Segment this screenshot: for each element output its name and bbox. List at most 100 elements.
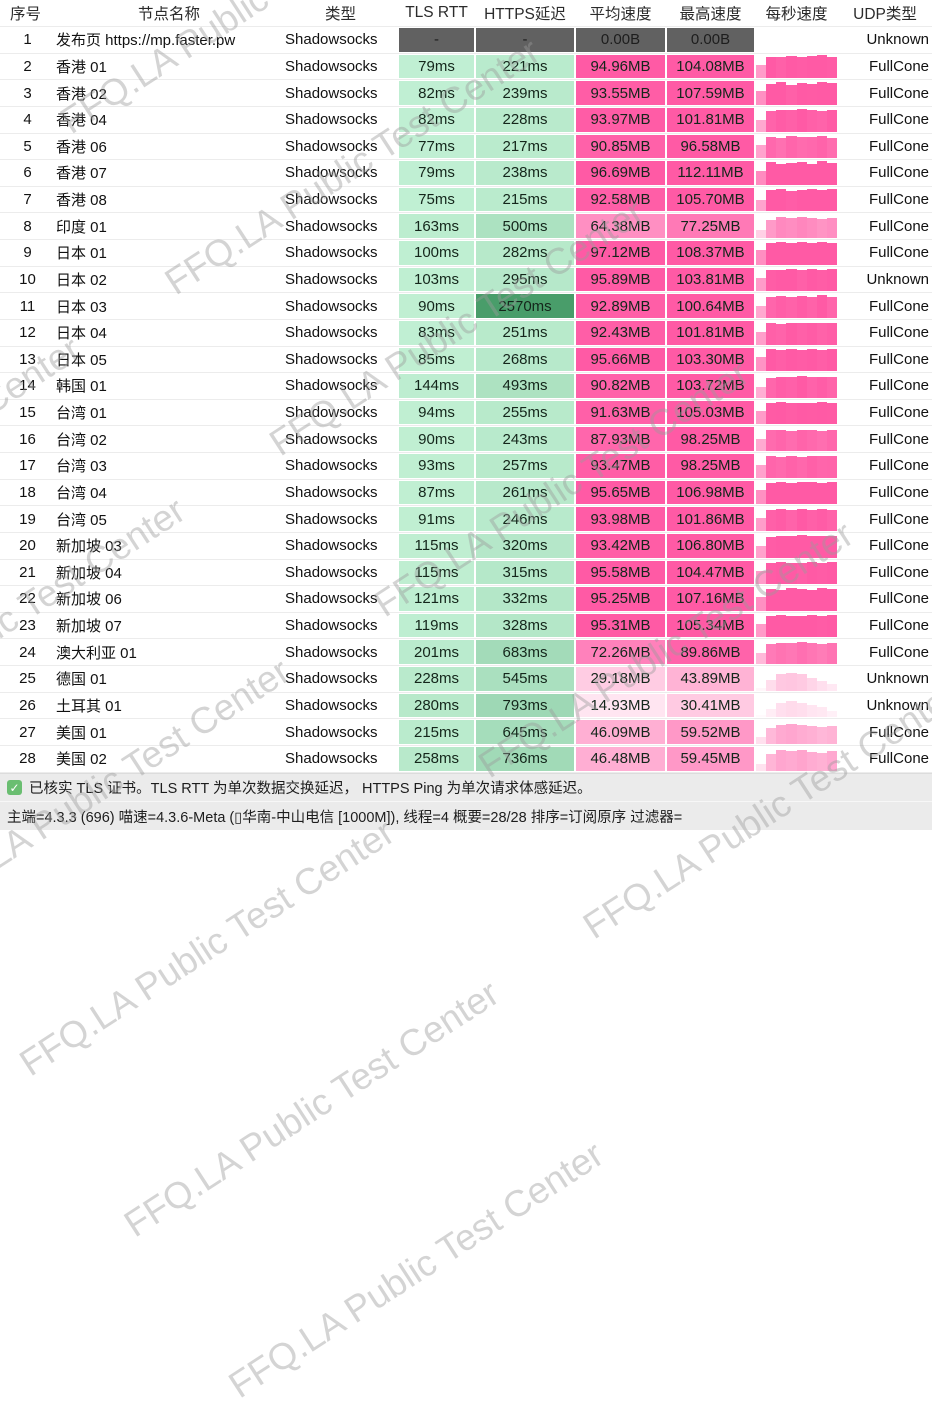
https-delay-cell: - bbox=[476, 28, 574, 52]
https-delay-cell: 217ms bbox=[476, 134, 574, 159]
https-delay-cell: 2570ms bbox=[476, 294, 574, 318]
speed-bar bbox=[776, 456, 787, 478]
node-name: 香港 04 bbox=[56, 112, 107, 130]
per-second-speed-chart bbox=[756, 481, 837, 505]
row-index: 17 bbox=[19, 457, 36, 475]
row-index: 8 bbox=[23, 217, 32, 235]
footer-note-text: 已核实 TLS 证书。TLS RTT 为单次数据交换延迟， HTTPS Ping… bbox=[29, 781, 592, 797]
speed-bar bbox=[806, 725, 817, 744]
speed-bar bbox=[816, 82, 827, 105]
row-index: 1 bbox=[23, 31, 32, 49]
https-delay-cell: 243ms bbox=[476, 427, 574, 451]
speed-bar bbox=[816, 110, 827, 132]
speed-bar bbox=[786, 536, 797, 558]
speed-bar bbox=[776, 750, 787, 771]
speed-bar bbox=[816, 323, 827, 345]
speed-bar bbox=[826, 562, 837, 585]
tls-rtt-cell: 90ms bbox=[399, 294, 474, 318]
speed-bar bbox=[756, 736, 767, 744]
https-delay-cell: 500ms bbox=[476, 214, 574, 238]
speed-bar bbox=[796, 642, 807, 664]
node-name: 美国 02 bbox=[56, 751, 107, 769]
max-speed-cell: 107.16MB bbox=[667, 587, 754, 611]
max-speed-cell: 59.45MB bbox=[667, 746, 754, 771]
column-header-per_sec_speed: 每秒速度 bbox=[765, 6, 828, 23]
speed-bar bbox=[766, 349, 777, 372]
speed-bar bbox=[786, 55, 797, 79]
avg-speed-cell: 93.97MB bbox=[576, 107, 665, 132]
table-row: 4 香港 04 Shadowsocks 82ms 228ms 93.97MB 101.81M… bbox=[0, 107, 932, 134]
udp-type: FullCone bbox=[868, 191, 929, 209]
https-delay-cell: 315ms bbox=[476, 560, 574, 585]
table-row: 7 香港 08 Shadowsocks 75ms 215ms 92.58MB 105.70M… bbox=[0, 187, 932, 214]
speed-bar bbox=[786, 723, 797, 744]
max-speed-cell: 98.25MB bbox=[667, 454, 754, 478]
avg-speed-cell: 87.93MB bbox=[576, 427, 665, 451]
max-speed-cell: 101.86MB bbox=[667, 507, 754, 531]
https-delay-cell: 295ms bbox=[476, 267, 574, 292]
tls-rtt-cell: 77ms bbox=[399, 134, 474, 159]
table-row: 8 印度 01 Shadowsocks 163ms 500ms 64.38MB 77.25M… bbox=[0, 213, 932, 240]
node-type: Shadowsocks bbox=[285, 217, 378, 235]
speed-bar bbox=[766, 270, 777, 292]
speed-bar bbox=[776, 242, 787, 265]
speed-bar bbox=[766, 482, 777, 505]
per-second-speed-chart bbox=[756, 81, 837, 105]
speed-bar bbox=[796, 702, 807, 718]
speed-bar bbox=[776, 138, 787, 159]
speed-bar bbox=[796, 295, 807, 318]
node-name: 日本 03 bbox=[56, 298, 107, 316]
node-name: 日本 01 bbox=[56, 245, 107, 263]
table-body: 1 发布页 https://mp.faster.pw Shadowsocks - -0.… bbox=[0, 27, 932, 773]
speed-bar bbox=[766, 242, 777, 265]
node-name: 美国 01 bbox=[56, 724, 107, 742]
speed-bar bbox=[776, 642, 787, 664]
speed-bar bbox=[816, 644, 827, 664]
https-delay-cell: 228ms bbox=[476, 107, 574, 132]
tls-rtt-cell: 121ms bbox=[399, 587, 474, 611]
max-speed-cell: 107.59MB bbox=[667, 81, 754, 105]
speed-bar bbox=[796, 376, 807, 398]
row-index: 28 bbox=[19, 750, 36, 768]
udp-type: FullCone bbox=[868, 563, 929, 581]
node-type: Shadowsocks bbox=[285, 723, 378, 741]
speed-bar bbox=[816, 270, 827, 292]
udp-type: Unknown bbox=[866, 270, 929, 288]
udp-type: Unknown bbox=[866, 696, 929, 714]
udp-type: FullCone bbox=[868, 164, 929, 182]
max-speed-cell: 96.58MB bbox=[667, 134, 754, 159]
node-name: 台湾 05 bbox=[56, 511, 107, 529]
speed-bar bbox=[766, 190, 777, 212]
https-delay-cell: 251ms bbox=[476, 320, 574, 345]
node-type: Shadowsocks bbox=[285, 31, 378, 49]
tls-rtt-cell: 85ms bbox=[399, 347, 474, 372]
udp-type: Unknown bbox=[866, 670, 929, 688]
max-speed-cell: 112.11MB bbox=[667, 161, 754, 185]
row-index: 15 bbox=[19, 404, 36, 422]
speed-bar bbox=[826, 726, 837, 744]
speed-bar bbox=[826, 218, 837, 238]
node-name: 印度 01 bbox=[56, 218, 107, 236]
speed-bar bbox=[816, 376, 827, 398]
speed-bar bbox=[776, 429, 787, 451]
speed-bar bbox=[806, 217, 817, 238]
speed-bar bbox=[786, 510, 797, 531]
avg-speed-cell: 93.55MB bbox=[576, 81, 665, 105]
avg-speed-cell: 93.47MB bbox=[576, 454, 665, 478]
node-name: 香港 02 bbox=[56, 85, 107, 103]
tls-rtt-cell: 79ms bbox=[399, 54, 474, 79]
speed-bar bbox=[796, 402, 807, 425]
https-delay-cell: 215ms bbox=[476, 187, 574, 212]
watermark-text: FFQ.LA Public Test Center bbox=[12, 811, 402, 1084]
tls-rtt-cell: 258ms bbox=[399, 746, 474, 771]
column-header-udp_type: UDP类型 bbox=[853, 6, 917, 23]
speed-bar bbox=[796, 83, 807, 105]
speed-bar bbox=[756, 439, 767, 451]
speed-bar bbox=[756, 687, 767, 691]
udp-type: FullCone bbox=[868, 483, 929, 501]
node-type: Shadowsocks bbox=[285, 350, 378, 368]
https-delay-cell: 645ms bbox=[476, 720, 574, 744]
speed-bar bbox=[826, 57, 837, 79]
speed-bar bbox=[756, 714, 767, 718]
per-second-speed-chart bbox=[756, 587, 837, 611]
